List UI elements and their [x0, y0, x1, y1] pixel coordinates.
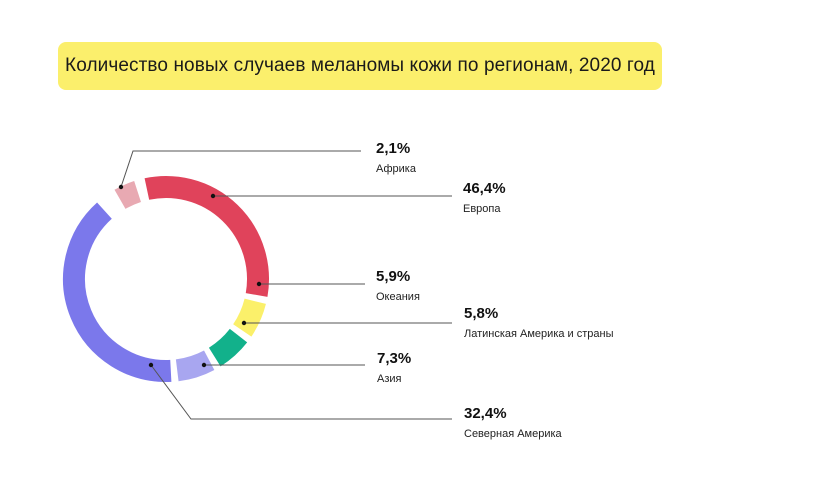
leader-north-america	[150, 364, 452, 420]
label-latin-america-name: Латинская Америка и страны	[464, 328, 614, 340]
segment-africa	[114, 181, 142, 209]
leader-dots	[118, 184, 262, 368]
label-europe-name: Европа	[463, 203, 501, 215]
dot-africa	[118, 184, 124, 190]
segment-asia	[175, 350, 215, 382]
label-asia: 7,3% Азия	[377, 350, 411, 386]
label-europe-value: 46,4%	[463, 180, 506, 197]
label-africa: 2,1% Африка	[376, 140, 416, 176]
label-africa-value: 2,1%	[376, 140, 411, 157]
label-asia-name: Азия	[377, 373, 402, 385]
chart-title-banner: Количество новых случаев меланомы кожи п…	[58, 42, 662, 90]
donut-ring	[63, 176, 269, 382]
dot-north-america	[148, 362, 154, 368]
label-oceania-name: Океания	[376, 291, 420, 303]
dot-asia	[201, 362, 207, 368]
label-oceania-value: 5,9%	[376, 268, 411, 285]
label-oceania: 5,9% Океания	[376, 268, 420, 304]
segment-latin-america	[208, 328, 248, 367]
label-north-america: 32,4% Северная Америка	[464, 405, 562, 441]
dot-oceania	[256, 281, 262, 287]
segment-north-america	[63, 202, 172, 382]
chart-title: Количество новых случаев меланомы кожи п…	[65, 55, 655, 76]
leader-lines	[120, 150, 452, 420]
label-africa-name: Африка	[376, 163, 416, 175]
label-asia-value: 7,3%	[377, 350, 412, 367]
dot-europe	[210, 193, 216, 199]
label-europe: 46,4% Европа	[463, 180, 506, 216]
leader-africa	[120, 150, 361, 188]
segment-europe	[144, 176, 269, 297]
segment-oceania	[232, 298, 266, 337]
label-latin-america: 5,8% Латинская Америка и страны	[464, 305, 614, 341]
label-north-america-name: Северная Америка	[464, 428, 562, 440]
label-north-america-value: 32,4%	[464, 405, 507, 422]
dot-latin-america	[241, 320, 247, 326]
label-latin-america-value: 5,8%	[464, 305, 499, 322]
